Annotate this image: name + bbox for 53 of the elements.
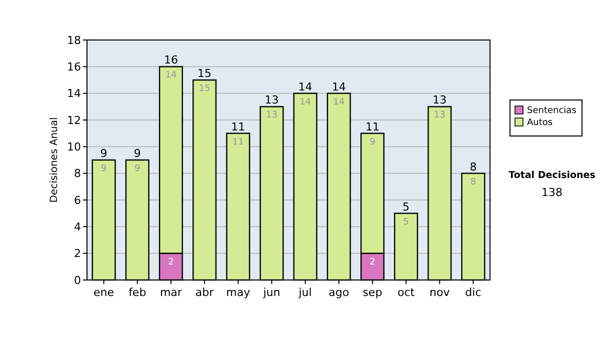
x-tick-label: nov: [430, 286, 450, 299]
text: Total Decisiones: [508, 170, 596, 181]
y-tick-label: 4: [74, 220, 81, 234]
data-label: 9: [134, 164, 141, 174]
y-tick-label: 14: [67, 87, 81, 100]
y-tick-label: 8: [74, 167, 81, 180]
legend-label: Sentencias: [527, 106, 577, 116]
x-tick-label: sep: [362, 286, 382, 299]
x-tick-label: dic: [465, 286, 482, 299]
total-label: 11: [231, 120, 246, 134]
data-label: 8: [470, 177, 476, 188]
data-label: 14: [165, 70, 177, 81]
data-label: 14: [300, 97, 312, 108]
data-label: 9: [370, 137, 376, 148]
y-tick-label: 6: [74, 194, 81, 207]
total-label: 8: [470, 160, 477, 174]
data-label: 14: [333, 97, 345, 108]
total-label: 14: [332, 80, 346, 94]
y-tick-label: 2: [74, 247, 81, 260]
x-tick-label: abr: [195, 286, 214, 299]
y-tick-label: 12: [67, 114, 81, 127]
x-tick-label: ene: [94, 286, 114, 299]
total-label: 13: [264, 94, 279, 107]
text: 138: [542, 186, 562, 199]
x-tick-label: oct: [397, 286, 416, 299]
x-tick-label: may: [226, 286, 251, 299]
data-label: 9: [100, 164, 107, 174]
y-tick-label: 16: [67, 60, 81, 74]
data-label: 5: [403, 217, 409, 228]
y-tick-label: 10: [67, 140, 81, 154]
total-label: 5: [402, 200, 410, 214]
data-label: 13: [266, 110, 278, 121]
total-label: 13: [432, 94, 447, 107]
total-label: 14: [298, 80, 312, 94]
data-label: 15: [198, 84, 210, 94]
data-label: 2: [168, 257, 174, 268]
x-tick-label: mar: [160, 286, 182, 299]
total-label: 16: [164, 54, 178, 67]
total-label: 11: [365, 120, 380, 134]
y-tick-label: 18: [67, 34, 81, 47]
x-tick-label: jun: [262, 286, 280, 299]
total-label: 15: [198, 67, 212, 80]
legend-label: Autos: [527, 118, 553, 128]
y-axis-title: Decisiones Anual: [49, 117, 60, 203]
x-tick-label: ago: [328, 286, 350, 299]
x-tick-label: feb: [128, 286, 146, 299]
total-label: 9: [100, 147, 108, 160]
data-label: 2: [370, 257, 376, 268]
data-label: 13: [434, 110, 446, 121]
x-tick-label: jul: [298, 286, 312, 299]
y-tick-label: 0: [74, 274, 81, 287]
data-label: 11: [232, 137, 244, 148]
total-label: 9: [134, 147, 141, 160]
